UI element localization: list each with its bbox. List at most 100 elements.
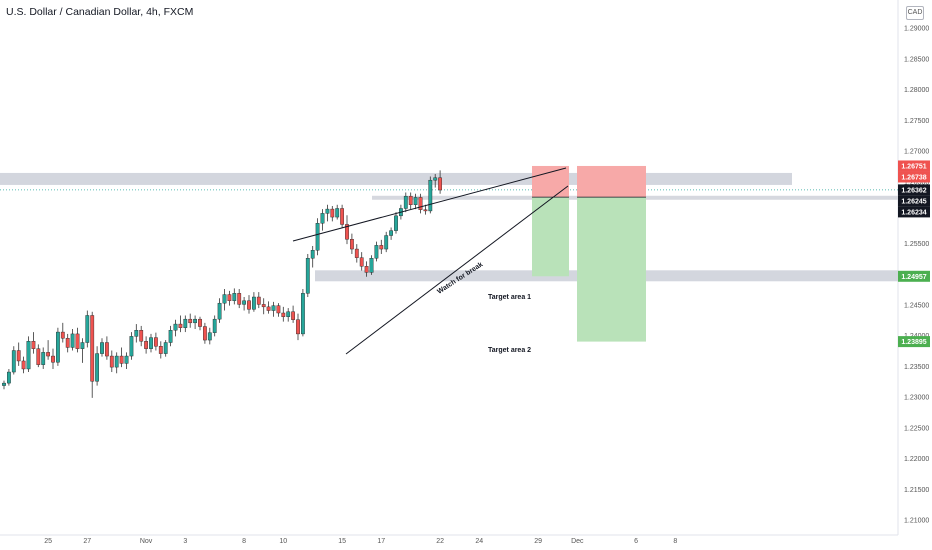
candle-body [379, 245, 384, 250]
y-tick-label: 1.23000 [904, 395, 929, 402]
candle-body [65, 338, 70, 348]
candle-body [56, 331, 60, 363]
target-zone-1 [532, 197, 569, 277]
candle-body [418, 197, 423, 210]
x-tick-label: 25 [44, 538, 52, 545]
candle-body [394, 215, 398, 231]
resistance-band [0, 172, 792, 185]
candle-body [198, 318, 202, 327]
label-stop-2[interactable] [898, 171, 930, 183]
label-last[interactable] [898, 184, 930, 196]
candle-body [310, 250, 315, 259]
candle-body [85, 315, 90, 343]
candle-body [6, 371, 11, 384]
candle-body [26, 341, 31, 370]
candle-body [144, 341, 148, 349]
y-tick-label: 1.29000 [904, 26, 929, 33]
candle-body [212, 318, 217, 333]
candle-body [384, 235, 389, 250]
label-target-2-text: 1.23895 [901, 339, 926, 346]
x-tick-label: 17 [377, 538, 385, 545]
label-target-1[interactable] [898, 270, 930, 282]
y-tick-label: 1.21500 [904, 487, 929, 494]
y-tick-label: 1.24500 [904, 302, 929, 309]
candle-body [403, 195, 408, 209]
candle-body [325, 208, 330, 214]
candle-body [31, 341, 36, 349]
stop-zone-1 [532, 165, 569, 198]
candle-body [2, 382, 6, 386]
candle-body [242, 300, 246, 305]
label-stop-1-text: 1.26751 [901, 164, 926, 171]
candle-body [21, 360, 26, 370]
candle-body [119, 355, 124, 364]
label-entry-1[interactable] [898, 195, 930, 207]
candle-body [330, 208, 335, 218]
x-tick-label: 3 [183, 538, 187, 545]
candle-body [301, 293, 305, 335]
x-tick-label: 27 [83, 538, 91, 545]
candle-body [354, 248, 359, 258]
candle-body [266, 306, 271, 311]
candle-body [207, 332, 212, 341]
label-entry-2[interactable] [898, 206, 930, 218]
candle-body [188, 318, 193, 324]
candle-body [256, 296, 261, 305]
candle-body [428, 179, 433, 212]
candle-body [247, 300, 251, 310]
candle-body [271, 305, 276, 311]
x-tick-label: 24 [475, 538, 483, 545]
x-tick-label: 15 [338, 538, 346, 545]
candle-body [320, 213, 325, 224]
candle-body [46, 352, 51, 357]
chart-title: U.S. Dollar / Canadian Dollar, 4h, FXCM [6, 6, 194, 18]
y-tick-label: 1.25500 [904, 241, 929, 248]
candle-body [95, 353, 100, 382]
x-tick-label: 8 [673, 538, 677, 545]
target-area-2-label: Target area 2 [488, 347, 531, 354]
candle-body [70, 333, 75, 348]
candle-body [335, 208, 340, 218]
candle-body [364, 266, 369, 273]
candle-body [139, 330, 144, 342]
candle-body [261, 304, 266, 308]
x-tick-label: 10 [279, 538, 287, 545]
y-tick-label: 1.27500 [904, 118, 929, 125]
x-tick-label: Dec [571, 538, 584, 545]
x-tick-label: 6 [634, 538, 638, 545]
candle-body [100, 342, 104, 354]
y-tick-label: 1.23500 [904, 364, 929, 371]
x-tick-label: 29 [534, 538, 542, 545]
candle-body [173, 323, 178, 331]
candle-body [413, 197, 418, 205]
y-tick-label: 1.28000 [904, 87, 929, 94]
x-tick-label: 22 [436, 538, 444, 545]
candle-body [350, 239, 354, 250]
candle-body [168, 330, 173, 343]
candle-body [11, 350, 16, 373]
candle-body [149, 337, 153, 349]
x-tick-label: 8 [242, 538, 246, 545]
lower-trendline[interactable] [345, 185, 569, 355]
y-tick-label: 1.27000 [904, 149, 929, 156]
currency-badge[interactable]: CAD [906, 6, 924, 20]
upper-trendline[interactable] [292, 167, 567, 242]
candle-body [251, 296, 256, 310]
candle-body [345, 224, 349, 240]
candle-body [80, 342, 85, 349]
candle-body [109, 355, 114, 368]
label-stop-1[interactable] [898, 160, 930, 172]
candle-body [41, 352, 46, 365]
candle-body [291, 311, 295, 320]
x-tick-label: Nov [140, 538, 153, 545]
candle-body [423, 209, 428, 212]
candle-body [124, 355, 129, 364]
candle-body [202, 326, 207, 341]
label-target-1-text: 1.24957 [901, 274, 926, 281]
candle-body [237, 293, 242, 305]
candle-body [36, 348, 41, 365]
candle-body [129, 336, 134, 357]
label-target-2[interactable] [898, 336, 930, 348]
candle-body [369, 258, 374, 273]
